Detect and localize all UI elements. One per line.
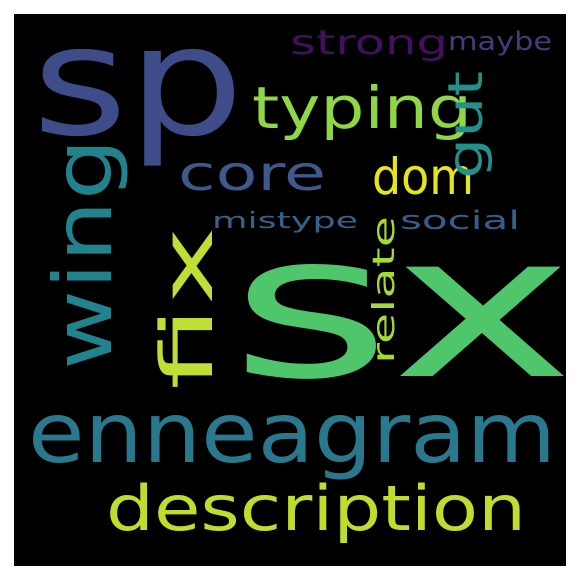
word-cloud-canvas: sx sp enneagram description wing fix typ… [28,14,566,545]
word-fix: fix [145,226,229,390]
word-cloud: sx sp enneagram description wing fix typ… [14,14,566,566]
word-maybe: maybe [448,27,552,57]
word-strong: strong [290,23,448,63]
word-sp: sp [32,14,244,170]
word-description: description [106,472,526,545]
word-sx: sx [230,191,566,424]
word-wing: wing [37,138,130,370]
word-enneagram: enneagram [28,384,556,482]
word-gut: gut [438,71,494,179]
word-dom: dom [372,148,474,206]
word-typing: typing [252,74,472,142]
word-social: social [400,206,520,236]
word-mistype: mistype [212,209,358,234]
word-relate: relate [367,216,402,364]
word-core: core [178,146,326,202]
